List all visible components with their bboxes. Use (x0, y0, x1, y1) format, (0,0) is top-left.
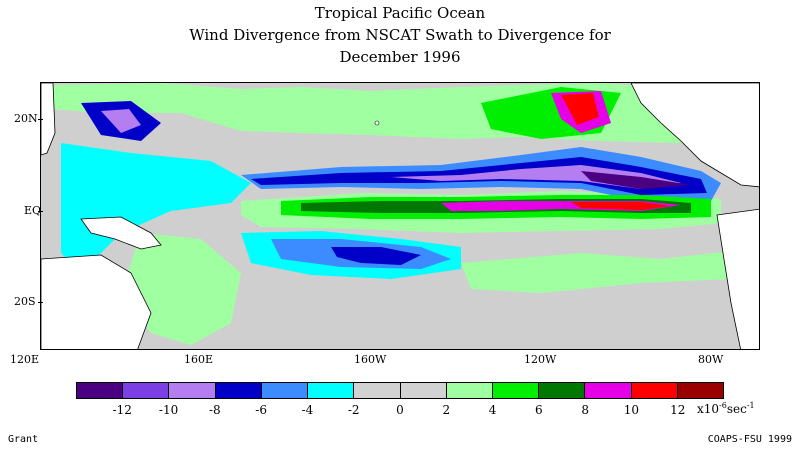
land-new-guinea (80, 216, 162, 250)
land-australia (41, 254, 152, 349)
field-patch-west-cyan (61, 143, 251, 273)
colorbar-tick-label: 10 (623, 403, 640, 417)
lon-label-120w: 120W (524, 353, 557, 366)
field-patch-northeast-red (561, 93, 599, 125)
colorbar-swatch-10 (539, 383, 586, 398)
colorbar-swatch-12 (631, 383, 678, 398)
lat-label-20n: 20N (14, 112, 38, 125)
colorbar-tick-label: 4 (488, 403, 497, 417)
lon-label-120e: 120E (10, 353, 40, 366)
lat-tick-20s (38, 302, 43, 303)
field-band-divergence-core (571, 202, 671, 210)
colorbar-tick-label: -4 (301, 403, 314, 417)
lat-tick-20n (38, 119, 43, 120)
colorbar-tick-label: 2 (442, 403, 451, 417)
colorbar-swatch-11 (585, 383, 632, 398)
colorbar-swatch-9 (492, 383, 540, 398)
lat-tick-eq (38, 211, 43, 212)
colorbar-swatch-7 (400, 383, 447, 398)
field-band-convergence-core (581, 171, 691, 189)
colorbar-swatch-4 (261, 383, 309, 398)
lat-label-eq: EQ (24, 204, 42, 217)
colorbar (76, 382, 724, 399)
colorbar-swatch-2 (169, 383, 216, 398)
field-patch-southeast-lightgreen (461, 251, 731, 293)
divergence-map (40, 82, 760, 350)
colorbar-swatch-0 (77, 383, 124, 398)
field-patch-south-darkblue (331, 247, 421, 265)
land-hawaii (374, 120, 380, 126)
colorbar-tick-label: 6 (535, 403, 543, 417)
colorbar-tick-label: -6 (255, 403, 267, 417)
field-patch-northwest-violet (101, 109, 141, 133)
title-line-3: December 1996 (339, 48, 461, 66)
title-line-1: Tropical Pacific Ocean (314, 4, 486, 22)
colorbar-tick-label: -8 (208, 403, 221, 417)
colorbar-swatch-3 (215, 383, 262, 398)
lon-label-80w: 80W (698, 353, 724, 366)
colorbar-swatch-5 (308, 383, 355, 398)
colorbar-tick-label: -10 (158, 403, 179, 417)
colorbar-tick-label: 8 (581, 403, 589, 417)
land-central-america (630, 83, 759, 188)
colorbar-units: x10-6sec-1 (697, 401, 755, 416)
lon-label-160w: 160W (354, 353, 387, 366)
colorbar-tick-label: -2 (347, 403, 360, 417)
land-asia-coast (41, 83, 56, 156)
land-south-america (716, 208, 759, 349)
lat-label-20s: 20S (14, 295, 36, 308)
field-patch-south-lightgreen (121, 233, 241, 345)
colorbar-swatch-1 (123, 383, 170, 398)
colorbar-tick-label: -12 (112, 403, 132, 417)
colorbar-swatch-8 (446, 383, 493, 398)
lon-label-160e: 160E (184, 353, 214, 366)
colorbar-tick-label: 12 (670, 403, 686, 417)
colorbar-swatch-6 (354, 383, 401, 398)
title-line-2: Wind Divergence from NSCAT Swath to Dive… (189, 26, 611, 44)
colorbar-swatch-13 (677, 383, 724, 398)
colorbar-tick-label: 0 (396, 403, 404, 417)
credit-author: Grant (8, 434, 39, 445)
credit-organization: COAPS-FSU 1999 (707, 434, 792, 445)
divergence-field (41, 83, 759, 349)
